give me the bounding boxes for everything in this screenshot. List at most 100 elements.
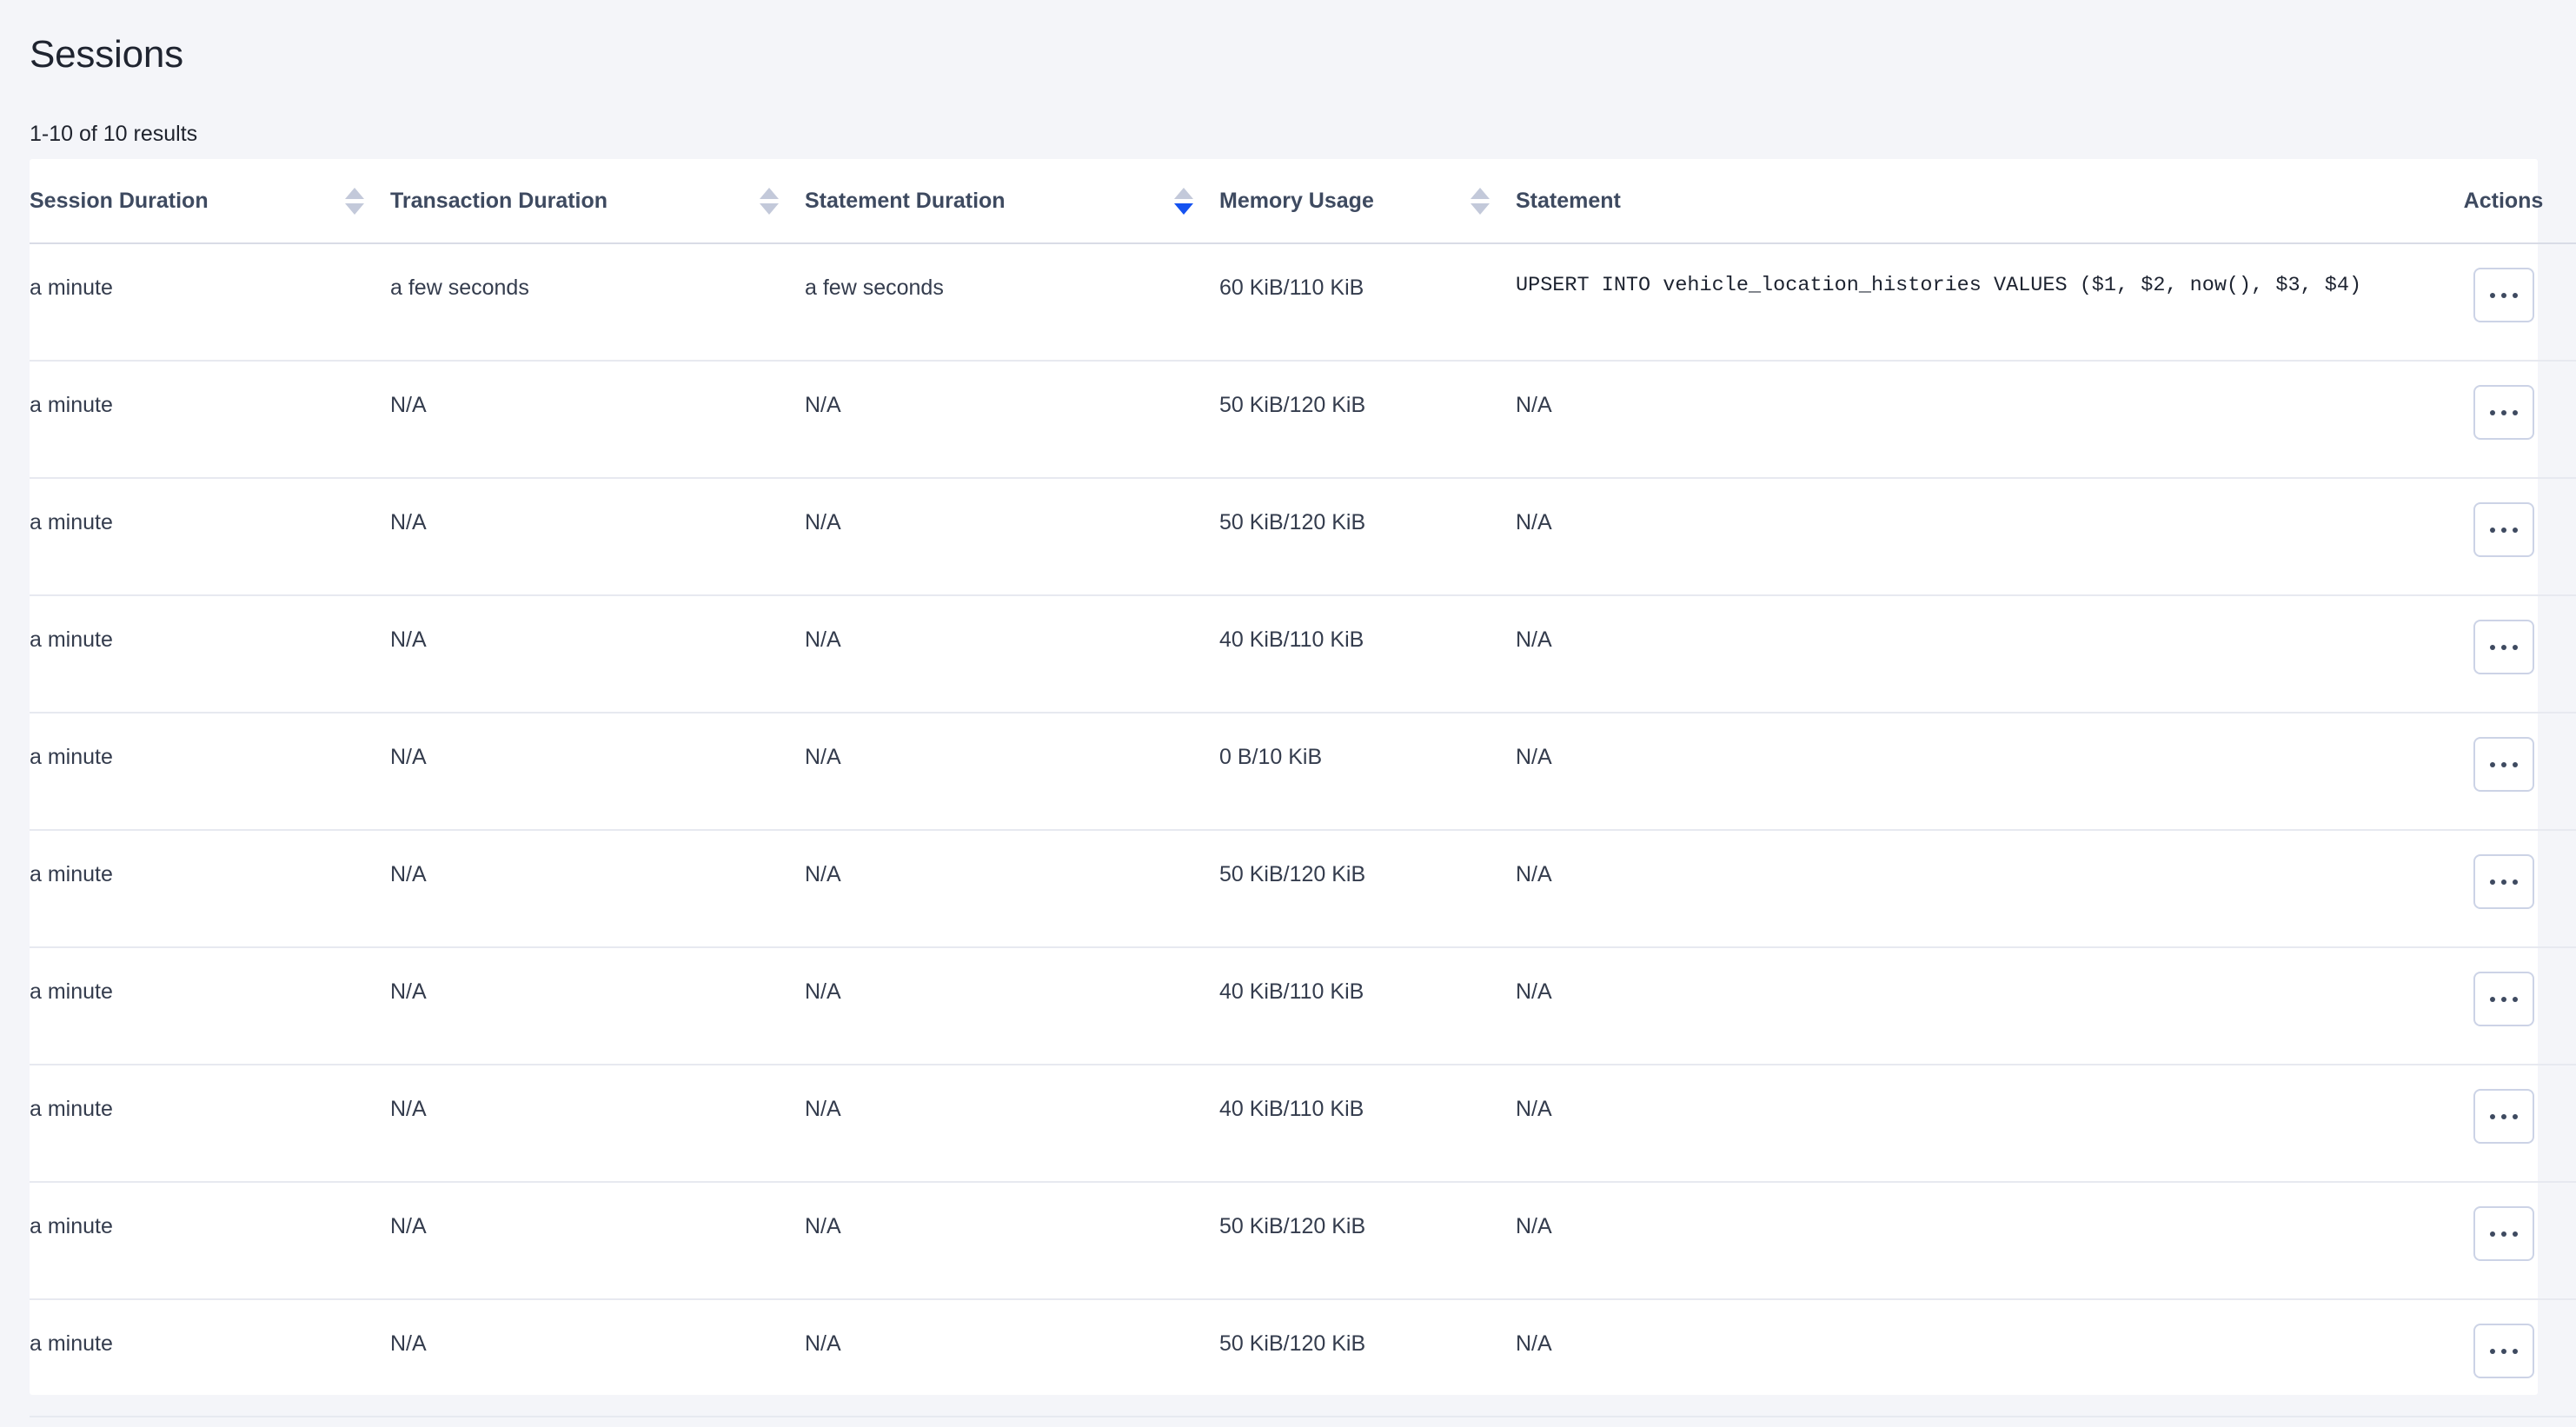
column-header-memory-usage[interactable]: Memory Usage bbox=[1219, 159, 1516, 244]
cell-session-duration-value: a minute bbox=[30, 510, 113, 534]
column-header-label: Statement bbox=[1516, 188, 1621, 213]
row-actions-menu-button[interactable] bbox=[2473, 385, 2534, 440]
cell-statement-duration: N/A bbox=[805, 713, 1219, 831]
table-body: a minute a few seconds a few seconds 60 KiB… bbox=[30, 243, 2576, 1417]
row-actions-menu-button[interactable] bbox=[2473, 620, 2534, 674]
sort-toggle-icon[interactable] bbox=[760, 187, 779, 215]
ellipsis-icon-dot bbox=[2489, 761, 2495, 767]
sort-descending-icon bbox=[1471, 202, 1490, 215]
ellipsis-icon-dot bbox=[2512, 1231, 2518, 1237]
cell-statement-duration-value: N/A bbox=[805, 1214, 841, 1238]
column-header-label: Session Duration bbox=[30, 188, 209, 213]
ellipsis-icon-dot bbox=[2512, 879, 2518, 885]
cell-session-duration-value: a minute bbox=[30, 627, 113, 652]
cell-statement-value: N/A bbox=[1516, 393, 1552, 417]
row-actions-menu-button[interactable] bbox=[2473, 502, 2534, 557]
column-header-statement-duration[interactable]: Statement Duration bbox=[805, 159, 1219, 244]
column-header-label: Statement Duration bbox=[805, 188, 1006, 213]
cell-statement-duration: N/A bbox=[805, 595, 1219, 714]
cell-statement: N/A bbox=[1516, 1299, 2422, 1417]
cell-statement-duration: N/A bbox=[805, 947, 1219, 1065]
row-actions-menu-button[interactable] bbox=[2473, 1206, 2534, 1261]
table-row: a minute N/A N/A 50 KiB/120 KiB N/A bbox=[30, 1182, 2576, 1300]
cell-session-duration: a minute bbox=[30, 361, 390, 479]
cell-statement-value: N/A bbox=[1516, 1214, 1552, 1238]
cell-memory-usage-value: 50 KiB/120 KiB bbox=[1219, 393, 1366, 417]
cell-memory-usage: 40 KiB/110 KiB bbox=[1219, 1065, 1516, 1183]
cell-actions bbox=[2422, 361, 2576, 479]
cell-transaction-duration-value: N/A bbox=[390, 627, 427, 652]
cell-session-duration-value: a minute bbox=[30, 1097, 113, 1121]
column-header-transaction-duration[interactable]: Transaction Duration bbox=[390, 159, 805, 244]
ellipsis-icon-dot bbox=[2500, 292, 2506, 298]
row-actions-menu-button[interactable] bbox=[2473, 737, 2534, 792]
sort-toggle-icon[interactable] bbox=[1174, 187, 1193, 215]
ellipsis-icon-dot bbox=[2489, 1348, 2495, 1354]
cell-transaction-duration: a few seconds bbox=[390, 243, 805, 362]
sessions-table: Session Duration Transaction Duration bbox=[30, 159, 2576, 1417]
sessions-table-card: Session Duration Transaction Duration bbox=[30, 159, 2576, 1417]
column-header-label: Memory Usage bbox=[1219, 188, 1374, 213]
table-row: a minute N/A N/A 50 KiB/120 KiB N/A bbox=[30, 1299, 2576, 1417]
cell-statement-duration-value: N/A bbox=[805, 862, 841, 886]
ellipsis-icon-dot bbox=[2512, 409, 2518, 415]
cell-memory-usage: 50 KiB/120 KiB bbox=[1219, 1182, 1516, 1300]
cell-memory-usage-value: 50 KiB/120 KiB bbox=[1219, 510, 1366, 534]
column-header-session-duration[interactable]: Session Duration bbox=[30, 159, 390, 244]
sql-statement-text: UPSERT INTO vehicle_location_histories V… bbox=[1516, 274, 2362, 297]
sort-ascending-icon bbox=[345, 187, 364, 199]
ellipsis-icon-dot bbox=[2500, 1231, 2506, 1237]
ellipsis-icon-dot bbox=[2489, 879, 2495, 885]
row-actions-menu-button[interactable] bbox=[2473, 1089, 2534, 1144]
cell-statement-duration-value: a few seconds bbox=[805, 275, 944, 300]
table-row: a minute a few seconds a few seconds 60 KiB… bbox=[30, 243, 2576, 362]
sort-toggle-icon[interactable] bbox=[345, 187, 364, 215]
ellipsis-icon-dot bbox=[2512, 761, 2518, 767]
cell-statement-value: N/A bbox=[1516, 510, 1552, 534]
cell-memory-usage: 50 KiB/120 KiB bbox=[1219, 1299, 1516, 1417]
cell-statement-duration-value: N/A bbox=[805, 627, 841, 652]
cell-actions bbox=[2422, 947, 2576, 1065]
cell-transaction-duration: N/A bbox=[390, 947, 805, 1065]
ellipsis-icon-dot bbox=[2512, 527, 2518, 533]
row-actions-menu-button[interactable] bbox=[2473, 854, 2534, 909]
row-actions-menu-button[interactable] bbox=[2473, 268, 2534, 322]
cell-statement: UPSERT INTO vehicle_location_histories V… bbox=[1516, 243, 2422, 362]
cell-session-duration: a minute bbox=[30, 243, 390, 362]
table-header-row: Session Duration Transaction Duration bbox=[30, 159, 2576, 244]
ellipsis-icon-dot bbox=[2500, 761, 2506, 767]
cell-statement-value: N/A bbox=[1516, 745, 1552, 769]
cell-transaction-duration: N/A bbox=[390, 830, 805, 948]
cell-actions bbox=[2422, 478, 2576, 596]
page-title: Sessions bbox=[30, 33, 183, 76]
cell-transaction-duration: N/A bbox=[390, 595, 805, 714]
cell-statement-value: N/A bbox=[1516, 862, 1552, 886]
cell-memory-usage-value: 40 KiB/110 KiB bbox=[1219, 979, 1364, 1004]
cell-actions bbox=[2422, 830, 2576, 948]
ellipsis-icon-dot bbox=[2500, 644, 2506, 650]
cell-memory-usage: 40 KiB/110 KiB bbox=[1219, 947, 1516, 1065]
cell-session-duration-value: a minute bbox=[30, 862, 113, 886]
cell-memory-usage-value: 50 KiB/120 KiB bbox=[1219, 862, 1366, 886]
cell-memory-usage-value: 40 KiB/110 KiB bbox=[1219, 627, 1364, 652]
cell-memory-usage: 50 KiB/120 KiB bbox=[1219, 361, 1516, 479]
sort-descending-icon bbox=[760, 202, 779, 215]
table-row: a minute N/A N/A 50 KiB/120 KiB N/A bbox=[30, 361, 2576, 479]
column-header-statement: Statement bbox=[1516, 159, 2422, 244]
cell-session-duration: a minute bbox=[30, 713, 390, 831]
sort-toggle-icon[interactable] bbox=[1471, 187, 1490, 215]
row-actions-menu-button[interactable] bbox=[2473, 972, 2534, 1026]
ellipsis-icon-dot bbox=[2489, 292, 2495, 298]
cell-memory-usage-value: 60 KiB/110 KiB bbox=[1219, 275, 1364, 300]
ellipsis-icon-dot bbox=[2489, 409, 2495, 415]
cell-transaction-duration-value: N/A bbox=[390, 862, 427, 886]
row-actions-menu-button[interactable] bbox=[2473, 1324, 2534, 1378]
sort-descending-icon-active bbox=[1174, 202, 1193, 215]
ellipsis-icon-dot bbox=[2500, 409, 2506, 415]
cell-session-duration: a minute bbox=[30, 830, 390, 948]
column-header-actions: Actions bbox=[2422, 159, 2576, 244]
cell-session-duration: a minute bbox=[30, 947, 390, 1065]
ellipsis-icon-dot bbox=[2489, 527, 2495, 533]
cell-transaction-duration: N/A bbox=[390, 713, 805, 831]
